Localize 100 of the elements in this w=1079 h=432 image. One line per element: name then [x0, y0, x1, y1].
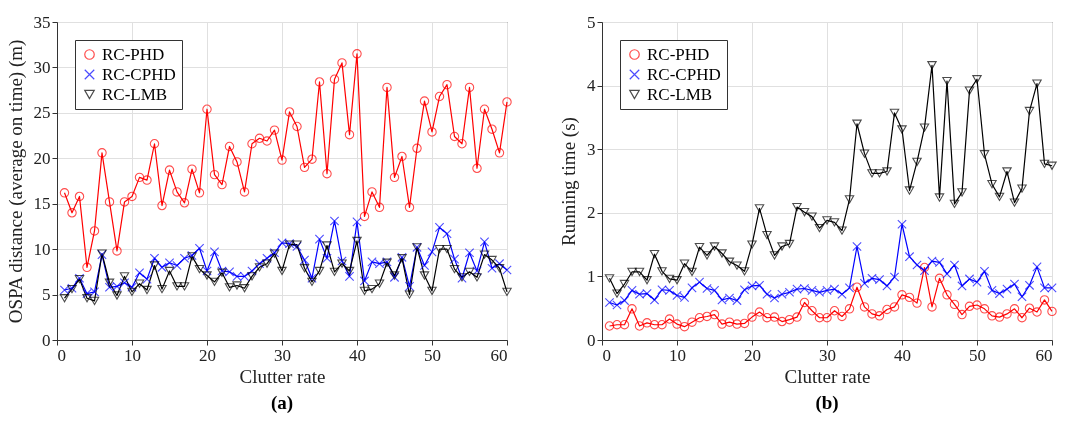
point: [217, 179, 227, 190]
point: [389, 172, 400, 183]
point: [769, 312, 780, 322]
point: [262, 253, 272, 263]
point: [852, 119, 862, 128]
point: [949, 299, 960, 310]
point: [664, 314, 675, 324]
point: [487, 124, 497, 134]
point: [762, 313, 772, 323]
point: [247, 139, 257, 149]
point: [987, 311, 997, 321]
point: [874, 169, 885, 178]
point: [82, 262, 92, 273]
point: [687, 317, 697, 327]
point: [479, 104, 490, 114]
point: [1002, 284, 1012, 294]
point: [717, 249, 727, 258]
point: [472, 273, 482, 282]
point: [494, 264, 505, 273]
point: [194, 243, 205, 253]
point: [1009, 198, 1020, 207]
point: [979, 266, 990, 277]
point: [142, 285, 152, 295]
point: [449, 254, 460, 264]
point: [442, 244, 452, 254]
x-tick-label: 20: [199, 345, 216, 365]
x-tick-label: 50: [424, 345, 441, 365]
point: [619, 279, 630, 289]
x-tick-label: 40: [894, 345, 911, 365]
point: [89, 296, 100, 306]
point: [889, 272, 900, 282]
point: [979, 304, 990, 314]
point: [134, 279, 145, 288]
point: [104, 197, 115, 207]
point: [344, 271, 355, 282]
point: [442, 228, 452, 239]
point: [194, 264, 205, 274]
point: [822, 313, 832, 323]
point: [859, 302, 870, 312]
point: [754, 307, 765, 317]
point: [807, 212, 817, 221]
point: [889, 302, 900, 312]
point: [329, 216, 340, 226]
y-tick-label: 35: [33, 12, 51, 32]
point: [149, 139, 160, 149]
point: [642, 276, 652, 285]
point: [994, 288, 1005, 299]
point: [142, 175, 152, 185]
point: [679, 259, 690, 268]
point: [687, 267, 697, 277]
point: [867, 169, 877, 178]
point: [1002, 309, 1012, 319]
point: [912, 157, 922, 167]
point: [157, 200, 167, 211]
point: [859, 149, 870, 158]
point: [724, 317, 735, 327]
text: (a): [270, 392, 294, 414]
x-axis-title: Clutter rate: [239, 365, 326, 387]
point: [374, 202, 385, 213]
point: [352, 217, 362, 227]
point: [949, 199, 960, 209]
point: [277, 266, 287, 276]
point: [1009, 279, 1020, 289]
point: [224, 283, 235, 292]
point: [694, 313, 705, 323]
point: [882, 281, 892, 291]
point: [687, 283, 697, 293]
point: [619, 320, 630, 330]
point: [322, 241, 332, 250]
point: [837, 311, 847, 322]
point: [784, 314, 795, 325]
point: [254, 263, 265, 272]
point: [457, 139, 467, 149]
point: [1017, 292, 1027, 302]
point: [434, 244, 445, 254]
point: [919, 123, 930, 132]
point: [149, 253, 160, 263]
legend-label: RC-PHD: [102, 44, 165, 64]
point: [179, 282, 190, 291]
point: [702, 251, 712, 260]
point: [202, 271, 212, 280]
point: [897, 125, 907, 134]
point: [934, 273, 945, 284]
y-tick-label: 0: [587, 330, 596, 350]
point: [239, 187, 250, 197]
point: [307, 273, 317, 283]
point: [769, 251, 780, 260]
point: [472, 163, 482, 173]
point: [1047, 161, 1057, 170]
point: [657, 320, 667, 330]
point: [419, 260, 430, 271]
point: [814, 313, 825, 323]
point: [672, 319, 682, 329]
legend-label: RC-CPHD: [647, 64, 721, 84]
point: [427, 286, 437, 296]
point: [709, 242, 720, 251]
point: [747, 312, 757, 322]
legend-label: RC-PHD: [647, 44, 710, 64]
point: [927, 61, 937, 70]
point: [449, 131, 460, 142]
